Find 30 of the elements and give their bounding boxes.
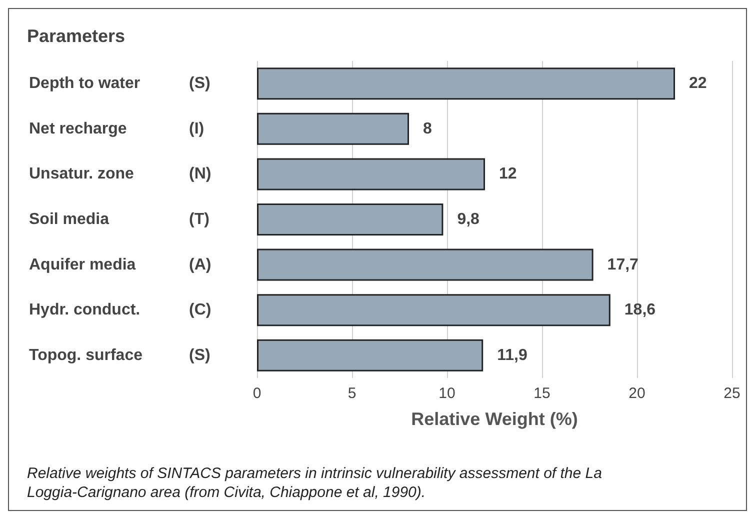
category-label: Hydr. conduct. (C)	[29, 302, 212, 319]
category-label: Topog. surface (S)	[29, 346, 210, 364]
data-label: 9,8	[457, 211, 480, 228]
category-label: Aquifer media (A)	[29, 256, 212, 274]
text: Relative weights of SINTACS parameters in intrinsic vulnerability assessment of the La Loggia-Carignano area (from Civita, Chiappone et al, 1990).	[27, 465, 606, 501]
bar	[257, 294, 610, 326]
data-label: 11,9	[497, 346, 528, 364]
data-label: 17,7	[607, 256, 639, 274]
data-label: 12	[499, 166, 517, 183]
x-tick-label: 10	[438, 385, 456, 402]
x-tick-label: 5	[348, 385, 356, 402]
category-label: Depth to water (S)	[29, 75, 210, 92]
x-tick-label: 25	[724, 385, 740, 402]
category-label: Unsatur. zone (N)	[29, 166, 212, 183]
bar	[257, 248, 594, 281]
bar	[257, 339, 484, 372]
x-tick-label: 20	[628, 385, 646, 402]
category-label: Soil media (T)	[29, 211, 210, 228]
data-label: 18,6	[624, 302, 656, 319]
category-label: Net recharge (I)	[29, 120, 204, 138]
data-label: 8	[423, 120, 432, 138]
bar	[257, 158, 485, 190]
x-tick-label: 15	[534, 385, 550, 402]
x-axis-title: Relative Weight (%)	[411, 409, 578, 429]
bar	[257, 68, 675, 100]
data-label: 22	[689, 75, 707, 92]
x-tick-label: 0	[252, 385, 262, 402]
bar	[257, 204, 444, 236]
text: Parameters	[27, 26, 126, 46]
bar	[257, 112, 409, 145]
